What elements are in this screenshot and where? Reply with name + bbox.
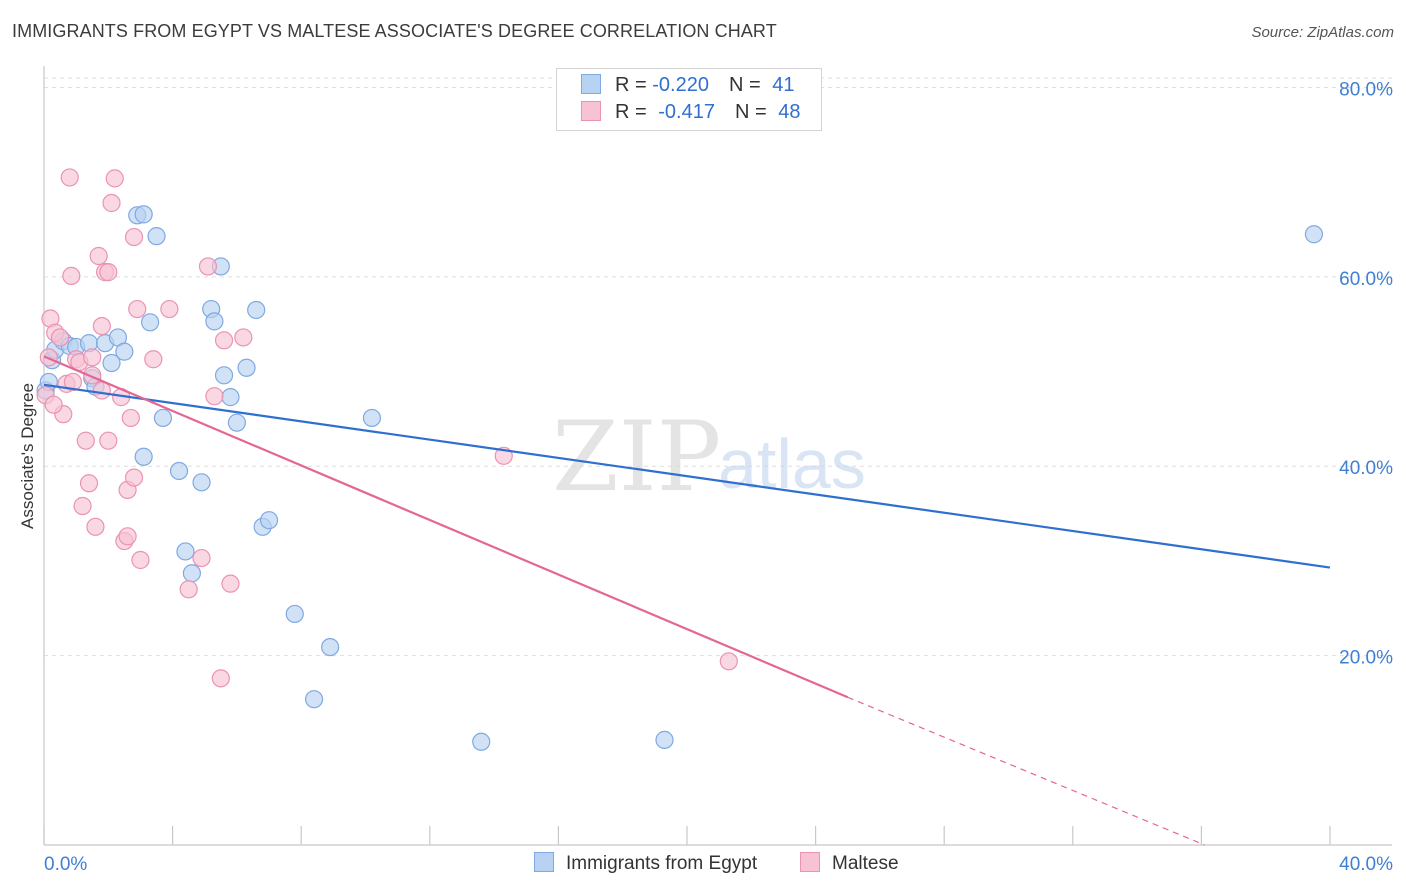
maltese-point [192, 548, 211, 568]
maltese-point [44, 395, 63, 414]
egypt-point [134, 447, 153, 466]
maltese-point [121, 408, 140, 428]
y-tick-label: 40.0% [1339, 458, 1393, 479]
egypt-legend-label: Immigrants from Egypt [566, 853, 758, 874]
egypt-n-value: 41 [772, 74, 795, 96]
maltese-point [124, 227, 144, 247]
egypt-point [259, 511, 279, 530]
legend-item-maltese: Maltese [800, 852, 899, 875]
maltese-n-value: 48 [778, 101, 801, 123]
y-tick-label: 60.0% [1339, 269, 1393, 290]
axes [43, 66, 1392, 846]
maltese-point [118, 527, 137, 546]
egypt-point [115, 342, 134, 361]
legend-row-maltese: R = -0.417 N = 48 [581, 101, 800, 127]
maltese-point [92, 316, 111, 336]
y-tick-label: 20.0% [1339, 648, 1393, 669]
egypt-point [285, 604, 304, 624]
legend-item-egypt: Immigrants from Egypt [534, 852, 757, 875]
egypt-point [153, 408, 173, 428]
chart-title: IMMIGRANTS FROM EGYPT VS MALTESE ASSOCIA… [12, 21, 777, 41]
maltese-point [83, 348, 102, 367]
maltese-legend-label: Maltese [832, 853, 899, 874]
egypt-point [102, 353, 121, 373]
egypt-point [321, 637, 340, 657]
maltese-n-label: N = [734, 101, 773, 123]
egypt-trend-line [43, 383, 1331, 569]
egypt-point [655, 730, 674, 749]
egypt-r-value: -0.220 [652, 74, 709, 96]
maltese-r-label: R = [615, 101, 653, 123]
maltese-point [131, 550, 150, 570]
maltese-trend-line [43, 355, 849, 699]
maltese-point [124, 468, 144, 487]
egypt-point [221, 388, 240, 407]
correlation-legend: R = -0.220 N = 41 R = -0.417 N = 48 [556, 68, 822, 131]
egypt-point [1304, 225, 1324, 244]
x-tick-label: 40.0% [1339, 854, 1393, 875]
maltese-point [160, 299, 179, 319]
maltese-point [60, 168, 79, 187]
maltese-point [79, 474, 99, 493]
maltese-point [221, 574, 240, 593]
maltese-r-value: -0.417 [658, 101, 715, 123]
maltese-point [144, 350, 163, 369]
maltese-point [105, 169, 124, 188]
y-tick-label: 80.0% [1339, 79, 1393, 100]
tick-labels: 20.0% 40.0% 60.0% 80.0% 0.0% 40.0% [44, 79, 1393, 875]
egypt-point [237, 358, 256, 377]
egypt-point [247, 300, 266, 320]
egypt-point [176, 542, 195, 561]
egypt-n-label: N = [728, 74, 767, 96]
maltese-point [128, 299, 147, 319]
egypt-point [304, 690, 324, 709]
data-points [36, 168, 1324, 751]
egypt-point [169, 461, 189, 481]
maltese-point [179, 580, 198, 599]
maltese-point [214, 331, 234, 350]
egypt-point [182, 564, 201, 583]
maltese-point [205, 387, 224, 406]
legend-row-egypt: R = -0.220 N = 41 [581, 74, 794, 100]
maltese-point [89, 246, 108, 266]
maltese-point [719, 652, 738, 671]
egypt-point [192, 473, 211, 492]
egypt-point [362, 408, 382, 428]
egypt-point [147, 227, 166, 246]
maltese-swatch [581, 101, 601, 121]
maltese-point [198, 257, 218, 276]
maltese-point [99, 431, 118, 450]
maltese-point [102, 193, 121, 213]
egypt-point [472, 732, 491, 751]
egypt-point [227, 413, 246, 432]
egypt-swatch [581, 74, 601, 94]
maltese-point [63, 372, 83, 392]
maltese-point [211, 669, 230, 688]
maltese-point [76, 431, 95, 450]
egypt-r-label: R = [615, 74, 653, 96]
source-label: Source: ZipAtlas.com [1251, 24, 1394, 41]
maltese-point [50, 328, 70, 347]
egypt-point [134, 205, 153, 224]
egypt-point [205, 312, 224, 331]
egypt-point [140, 313, 160, 332]
watermark-zip: ZIP [552, 401, 721, 513]
maltese-point [62, 266, 81, 286]
maltese-point [234, 328, 253, 347]
maltese-legend-swatch [800, 852, 820, 872]
maltese-trend-extension [847, 696, 1205, 846]
maltese-point [99, 263, 118, 282]
trend-lines [43, 355, 1331, 846]
egypt-point [214, 366, 234, 385]
egypt-legend-swatch [534, 852, 554, 872]
x-tick-label: 0.0% [44, 854, 87, 875]
maltese-point [86, 517, 105, 536]
maltese-point [73, 496, 92, 516]
